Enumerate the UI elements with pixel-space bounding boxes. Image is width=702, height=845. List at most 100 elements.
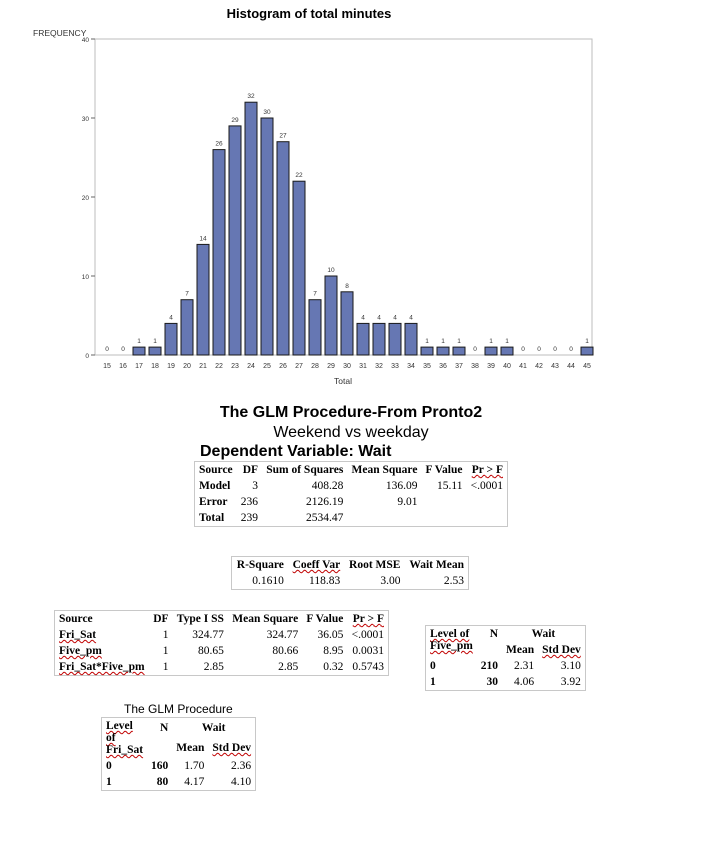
x-tick-label: 19 [167,363,175,370]
x-tick-label: 22 [215,363,223,370]
fri-sat-mean: 4.17 [184,776,205,788]
x-tick-label: 15 [103,363,111,370]
histogram-bar [132,346,146,356]
histogram-bar [244,101,258,356]
bar-value-label: 0 [521,346,525,353]
fri-sat-n: 80 [156,776,169,788]
y-tick-label: 40 [82,37,90,44]
bar-value-label: 7 [185,291,189,298]
five-pm-header-row: Level of Five_pm N Wait [426,626,586,652]
type1-cell: 1 [162,645,169,657]
type1-row: Fri_Sat*Five_pm 1 2.85 2.85 0.32 0.5743 [55,659,389,676]
x-tick-label: 24 [247,363,255,370]
type1-cell: 0.0031 [352,645,384,657]
histogram-bar [356,322,370,356]
anova-cell [347,510,421,527]
anova-header-cell: DF [242,464,259,476]
bar-value-label: 29 [231,117,239,124]
anova-cell: 2534.47 [305,512,344,524]
y-tick-label: 30 [82,116,90,123]
five-pm-means-table: Level of Five_pm N Wait Mean Std Dev 0 2… [425,625,586,691]
five-pm-var-header: Wait [531,628,556,640]
anova-cell: 9.01 [397,496,418,508]
x-tick-label: 31 [359,363,367,370]
fri-sat-means-table: Level of Fri_Sat N Wait Mean Std Dev 0 1… [101,717,257,791]
type1-header-cell: F Value [306,613,344,625]
five-pm-level-header: Level of Five_pm [430,628,473,652]
type1-cell: 8.95 [323,645,344,657]
bar-value-label: 0 [569,346,573,353]
anova-header-row: Source DF Sum of Squares Mean Square F V… [195,462,508,479]
five-pm-level: 0 [430,660,436,672]
type1-cell: 36.05 [317,629,344,641]
anova-table: Source DF Sum of Squares Mean Square F V… [194,461,508,527]
x-tick-label: 37 [455,363,463,370]
x-tick-label: 16 [119,363,127,370]
histogram-chart: Histogram of total minutes FREQUENCY Tot… [33,6,594,386]
five-pm-row: 1 30 4.06 3.92 [426,674,586,691]
x-tick-label: 28 [311,363,319,370]
x-tick-label: 43 [551,363,559,370]
type1-cell: 80.65 [198,645,224,657]
anova-row: Model 3 408.28 136.09 15.11 <.0001 [195,478,508,494]
anova-cell [467,510,508,527]
x-tick-label: 32 [375,363,383,370]
x-axis: 15 16 17 18 19 20 21 22 23 24 25 26 27 28 29 30 31 32 33 34… [103,363,591,370]
anova-cell: Error [199,496,228,508]
chart-title: Histogram of total minutes [227,6,392,21]
histogram-bar [260,117,274,356]
type1-ss-table: Source DF Type I SS Mean Square F Value … [54,610,389,676]
bar-value-label: 4 [361,314,365,321]
anova-cell [421,510,466,527]
y-tick-label: 20 [82,195,90,202]
x-tick-label: 30 [343,363,351,370]
fri-sat-subheader-row: Mean Std Dev [102,738,256,758]
x-tick-label: 41 [519,363,527,370]
five-pm-std: 3.10 [560,660,581,672]
type1-header-cell: Mean Square [232,613,299,625]
fit-cell: 3.00 [380,575,401,587]
fri-sat-row: 0 160 1.70 2.36 [102,758,256,774]
histogram-bar [324,275,338,356]
type1-cell: 1 [162,629,169,641]
histogram-bar [212,149,226,356]
fit-header-cell: Coeff Var [292,559,341,571]
bar-value-label: 8 [345,283,349,290]
type1-cell: 2.85 [203,661,224,673]
bar-value-label: 30 [263,109,271,116]
x-tick-label: 23 [231,363,239,370]
fit-cell: 118.83 [309,575,341,587]
histogram-bar [276,141,290,356]
histogram-bar [308,299,322,356]
type1-cell: 1 [162,661,169,673]
bar-value-label: 0 [553,346,557,353]
bar-value-label: 1 [585,338,589,345]
fit-header-cell: R-Square [236,559,284,571]
type1-header-cell: Pr > F [352,613,384,625]
y-axis: 0 10 20 30 40 [82,37,95,360]
bar-value-label: 1 [489,338,493,345]
type1-cell: 0.32 [323,661,344,673]
type1-cell: Fri_Sat*Five_pm [59,661,145,673]
fit-header-cell: Root MSE [349,559,401,571]
type1-cell: Five_pm [59,645,102,657]
fit-row: 0.1610 118.83 3.00 2.53 [232,573,469,590]
five-pm-row: 0 210 2.31 3.10 [426,658,586,674]
bar-value-label: 32 [247,93,255,100]
x-tick-label: 42 [535,363,543,370]
x-tick-label: 25 [263,363,271,370]
histogram-bar [180,299,194,356]
five-pm-level: 1 [430,676,436,688]
type1-cell: 80.66 [272,645,299,657]
bar-value-label: 0 [537,346,541,353]
x-tick-label: 17 [135,363,143,370]
x-tick-label: 34 [407,363,415,370]
histogram-bar [228,125,242,356]
fri-sat-level-header: Level of Fri_Sat [106,720,144,756]
bar-value-label: 22 [295,172,303,179]
anova-cell: Total [199,512,225,524]
histogram-bar [580,346,594,356]
anova-header-cell: Source [199,464,233,476]
anova-cell: 2126.19 [305,496,344,508]
dependent-variable: Dependent Variable: Wait [200,443,392,460]
